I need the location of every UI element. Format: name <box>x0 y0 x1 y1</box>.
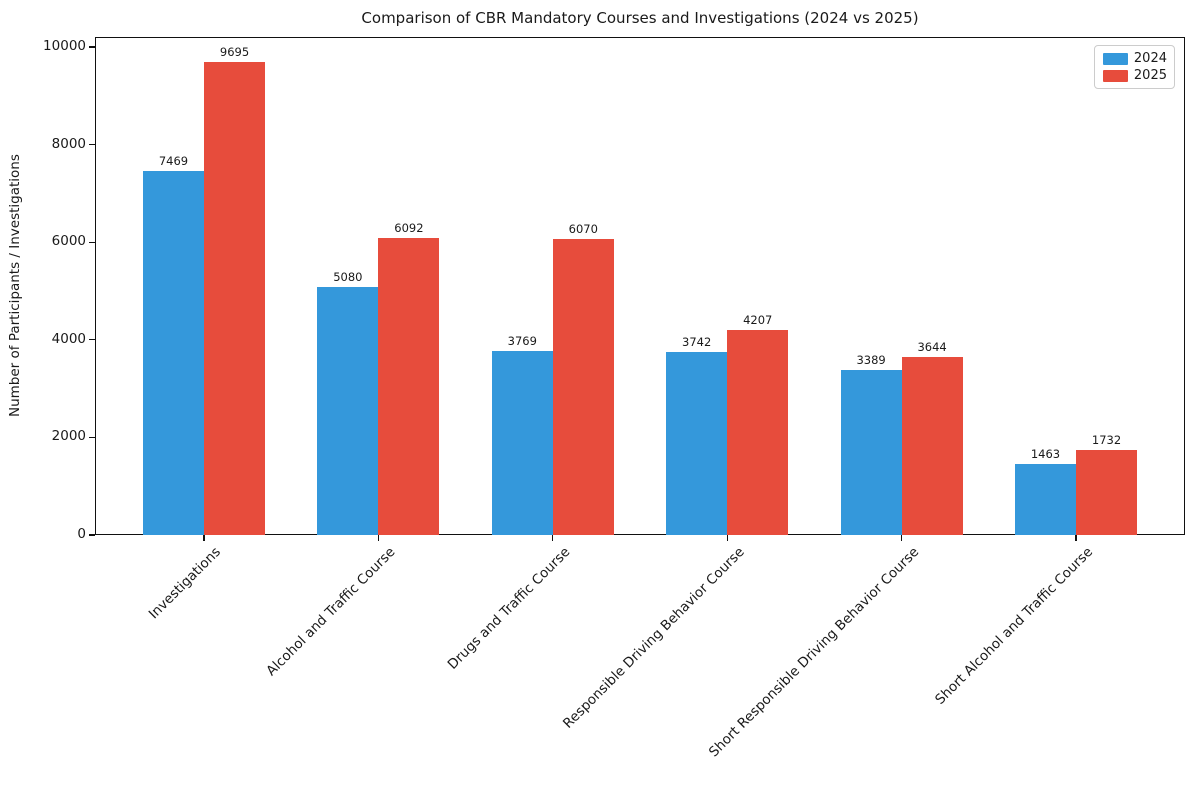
bar-2024-group4 <box>666 352 728 535</box>
plot-area <box>95 37 1185 535</box>
bar-2025-group3 <box>552 238 614 535</box>
bar-value-label: 3389 <box>856 352 886 367</box>
x-tick-mark <box>552 535 554 541</box>
y-tick-label: 2000 <box>51 428 86 445</box>
y-tick-mark <box>89 143 95 146</box>
bar-2025-group4 <box>727 329 789 535</box>
x-tick-label-6: Short Alcohol and Traffic Course <box>932 544 1097 708</box>
legend-swatch-2024 <box>1103 52 1128 65</box>
bar-value-label: 3742 <box>682 335 712 350</box>
chart-title: Comparison of CBR Mandatory Courses and … <box>361 9 919 27</box>
legend-swatch-2025 <box>1103 69 1128 82</box>
y-tick-mark <box>89 46 95 48</box>
y-tick-label: 10000 <box>43 38 86 54</box>
y-axis-label: Number of Participants / Investigations <box>7 154 23 418</box>
x-tick-label-1: Investigations <box>146 544 225 623</box>
y-tick-label: 4000 <box>51 330 86 347</box>
y-tick-label: 6000 <box>51 233 86 250</box>
y-tick-mark <box>89 436 95 439</box>
legend: 2024 2025 <box>1094 45 1175 89</box>
bar-2025-group5 <box>901 357 963 535</box>
x-tick-label-3: Drugs and Traffic Course <box>444 544 574 673</box>
bar-value-label: 5080 <box>333 270 363 285</box>
x-tick-mark <box>726 535 728 541</box>
y-tick-mark <box>89 534 95 536</box>
bar-value-label: 9695 <box>219 44 250 59</box>
x-tick-label-4: Responsible Driving Behavior Course <box>559 544 748 732</box>
bar-value-label: 4207 <box>743 312 773 327</box>
bar-2024-group3 <box>491 351 553 535</box>
legend-item-2025: 2025 <box>1103 69 1167 82</box>
bar-2024-group6 <box>1014 463 1076 535</box>
bar-value-label: 3769 <box>507 334 537 349</box>
bar-2025-group2 <box>378 237 440 535</box>
bar-value-label: 6092 <box>394 220 424 235</box>
y-tick-label: 8000 <box>51 135 86 152</box>
bar-2025-group6 <box>1076 450 1138 535</box>
y-tick-mark <box>89 339 95 341</box>
x-tick-mark <box>203 535 205 541</box>
x-tick-label-2: Alcohol and Traffic Course <box>263 544 399 680</box>
bar-value-label: 6070 <box>568 221 598 236</box>
legend-item-2024: 2024 <box>1103 52 1167 65</box>
bar-value-label: 1732 <box>1091 433 1122 448</box>
x-tick-mark <box>900 535 903 541</box>
legend-label: 2025 <box>1133 68 1167 83</box>
x-tick-mark <box>377 535 380 541</box>
y-tick-mark <box>89 241 95 243</box>
bar-2025-group1 <box>204 61 266 535</box>
bar-2024-group1 <box>142 170 204 535</box>
x-tick-label-5: Short Responsible Driving Behavior Cours… <box>705 544 922 761</box>
bar-value-label: 7469 <box>158 153 189 168</box>
legend-label: 2024 <box>1133 51 1167 66</box>
bar-value-label: 1463 <box>1030 446 1061 461</box>
x-tick-mark <box>1075 535 1077 541</box>
y-tick-label: 0 <box>77 526 86 542</box>
bar-2024-group5 <box>840 369 902 535</box>
bar-2024-group2 <box>317 287 379 535</box>
bar-value-label: 3644 <box>917 340 947 355</box>
